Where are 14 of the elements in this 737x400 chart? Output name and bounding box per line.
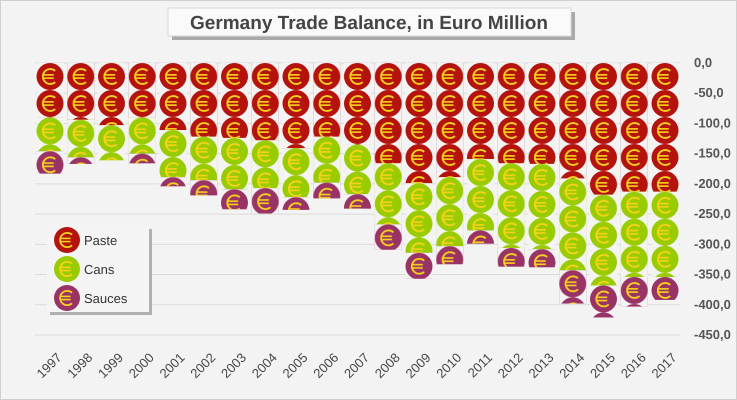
y-tick-label: -300,0 xyxy=(694,236,731,252)
legend-label: Cans xyxy=(84,262,115,277)
y-tick-label: -450,0 xyxy=(694,327,731,342)
y-tick-label: -150,0 xyxy=(694,146,731,161)
legend-label: Sauces xyxy=(84,291,128,306)
legend-label: Paste xyxy=(84,233,118,248)
y-tick-label: -100,0 xyxy=(694,115,731,130)
y-tick-label: -400,0 xyxy=(694,296,731,312)
y-tick-label: -350,0 xyxy=(694,266,731,282)
chart-title: Germany Trade Balance, in Euro Million xyxy=(190,13,548,34)
y-tick-label: 0,0 xyxy=(694,55,712,70)
y-tick-label: -200,0 xyxy=(694,176,731,191)
y-tick-label: -50,0 xyxy=(694,85,724,100)
y-tick-label: -250,0 xyxy=(694,206,731,222)
